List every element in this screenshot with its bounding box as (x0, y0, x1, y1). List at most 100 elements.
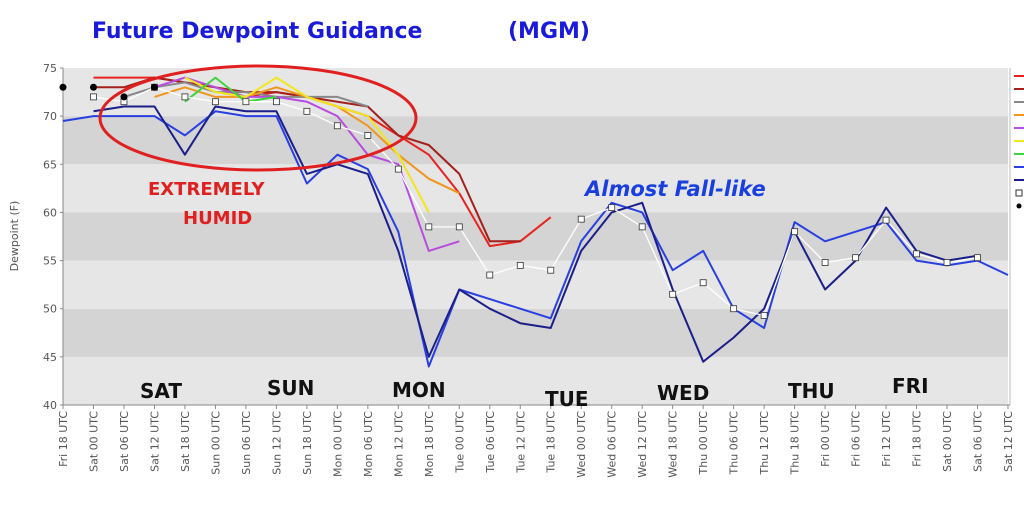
day-label: WED (657, 381, 709, 405)
day-label: MON (392, 378, 446, 402)
grid-band (63, 212, 1008, 261)
point-marker (638, 223, 646, 231)
point-marker (882, 216, 890, 224)
x-tick-label: Wed 00 UTC (575, 411, 588, 478)
x-tick-label: Sat 12 UTC (148, 411, 161, 472)
y-tick-label: 65 (43, 158, 57, 171)
series-line (62, 110, 1009, 368)
x-tick-label: Thu 06 UTC (728, 411, 741, 476)
annotation: HUMID (183, 208, 252, 229)
x-tick-label: Sun 18 UTC (301, 411, 314, 475)
point-marker (760, 312, 768, 319)
point-marker (821, 259, 829, 266)
x-tick-label: Mon 18 UTC (423, 411, 436, 477)
x-tick-label: Thu 12 UTC (758, 411, 771, 476)
point-marker (242, 98, 250, 106)
series-layer (59, 76, 1009, 368)
day-label: TUE (545, 387, 589, 411)
x-tick-label: Sat 06 UTC (118, 411, 131, 472)
x-tick-label: Fri 18 UTC (57, 411, 70, 467)
x-tick-label: Fri 12 UTC (880, 411, 893, 467)
x-tick-label: Thu 18 UTC (789, 411, 802, 476)
point-marker (669, 290, 677, 298)
point-marker (943, 259, 951, 266)
grid-band (63, 164, 1008, 213)
x-tick-label: Sun 06 UTC (240, 411, 253, 475)
point-marker (333, 122, 341, 130)
day-label: THU (788, 379, 835, 403)
day-label: SAT (140, 379, 182, 403)
y-tick-label: 45 (43, 351, 57, 364)
x-tick-label: Wed 12 UTC (636, 411, 649, 478)
series-line (93, 86, 978, 317)
y-tick-label: 40 (43, 399, 57, 412)
point-marker (852, 254, 859, 262)
x-tick-label: Mon 00 UTC (331, 411, 344, 477)
x-tick-label: Fri 18 UTC (911, 411, 924, 467)
grid-band (63, 116, 1008, 165)
x-tick-label: Fri 06 UTC (850, 411, 863, 467)
x-tick-label: Sat 06 UTC (972, 411, 985, 472)
x-tick-label: Sat 18 UTC (179, 411, 192, 472)
day-label: SUN (267, 376, 314, 400)
y-tick-label: 75 (43, 62, 57, 75)
point-marker (181, 93, 189, 101)
x-tick-label: Sun 00 UTC (209, 411, 222, 475)
x-tick-label: Tue 12 UTC (514, 411, 527, 474)
series-line (154, 76, 460, 252)
x-tick-label: Sat 00 UTC (87, 411, 100, 472)
annotation: Almost Fall-like (583, 177, 766, 201)
x-tick-label: Sat 12 UTC (1002, 411, 1015, 472)
x-tick-label: Wed 06 UTC (606, 411, 619, 478)
x-tick-label: Wed 18 UTC (667, 411, 680, 478)
point-marker (516, 261, 524, 269)
legend-swatch (1016, 203, 1022, 209)
point-marker (547, 266, 555, 274)
point-marker (120, 93, 128, 101)
y-axis-label: Dewpoint (F) (8, 201, 21, 272)
point-marker (425, 223, 433, 231)
x-tick-label: Tue 18 UTC (545, 411, 558, 474)
point-marker (730, 305, 738, 313)
grid-band (63, 260, 1008, 309)
y-tick-label: 60 (43, 206, 57, 219)
x-tick-label: Sun 12 UTC (270, 411, 283, 475)
grid-band (63, 356, 1008, 405)
point-marker (303, 107, 311, 115)
x-tick-label: Mon 12 UTC (392, 411, 405, 477)
point-marker (974, 254, 981, 262)
x-tick-label: Sat 00 UTC (941, 411, 954, 472)
point-marker (455, 223, 463, 231)
point-marker (699, 279, 707, 287)
series-line (123, 81, 369, 108)
point-marker (212, 98, 219, 106)
point-marker (913, 250, 920, 258)
point-marker (364, 131, 372, 139)
point-marker (89, 83, 97, 91)
label-layer: 40 45 50 55 60 65 70 75 Fri 18 UTC Sat 00 UTC Sat … (43, 62, 1024, 478)
legend-swatch (1015, 189, 1023, 197)
highlight-ellipse (98, 64, 418, 172)
x-tick-label: Mon 06 UTC (362, 411, 375, 477)
point-marker (90, 93, 97, 101)
x-tick-label: Fri 00 UTC (819, 411, 832, 467)
point-marker (608, 204, 616, 212)
point-marker (791, 228, 799, 236)
annotation: EXTREMELY (148, 179, 265, 200)
day-label: FRI (892, 374, 929, 398)
point-marker (577, 215, 585, 223)
grid-band (63, 308, 1008, 357)
series-line (184, 76, 430, 213)
point-marker (59, 83, 67, 91)
y-tick-label: 70 (43, 110, 57, 123)
y-tick-label: 50 (43, 303, 57, 316)
x-tick-label: Tue 00 UTC (453, 411, 466, 474)
chart-subtitle: (MGM) (508, 19, 590, 44)
series-line (93, 105, 978, 363)
chart-title: Future Dewpoint Guidance (92, 19, 422, 44)
point-marker (150, 83, 158, 91)
point-marker (486, 271, 494, 279)
point-marker (272, 98, 280, 106)
grid-band (63, 68, 1008, 117)
